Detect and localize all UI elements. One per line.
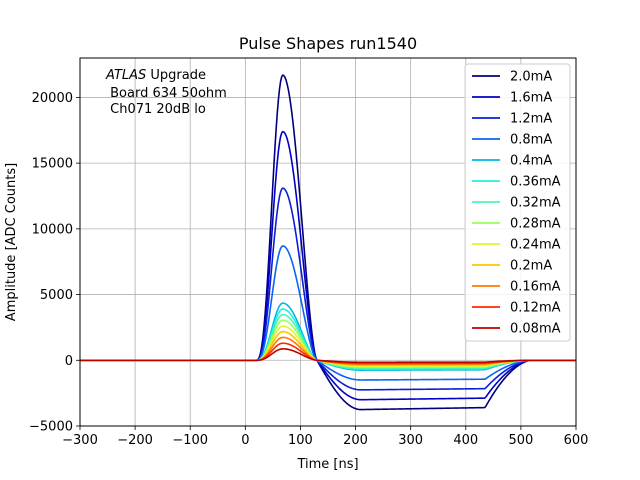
x-tick-label: 600 xyxy=(564,433,589,448)
y-tick-label: 15000 xyxy=(32,157,73,172)
x-axis-label: Time [ns] xyxy=(296,457,358,472)
x-tick-label: 100 xyxy=(288,433,313,448)
annotation-upgrade: Upgrade xyxy=(146,68,206,83)
legend-label: 0.12mA xyxy=(510,301,561,316)
y-tick-label: 20000 xyxy=(32,91,73,106)
y-tick-label: 5000 xyxy=(40,288,73,303)
series-line-0.08mA xyxy=(80,348,576,364)
y-axis-ticks: −5000 0 5000 10000 15000 20000 xyxy=(29,91,80,435)
legend-box xyxy=(464,63,571,342)
legend-label: 0.8mA xyxy=(510,133,552,148)
y-axis-label: Amplitude [ADC Counts] xyxy=(4,163,19,321)
x-tick-label: 200 xyxy=(343,433,368,448)
annotation-line-1: ATLAS Upgrade xyxy=(105,68,206,83)
annotation-line-2: Board 634 50ohm xyxy=(106,86,227,101)
annotation-line-3: Ch071 20dB lo xyxy=(106,102,206,117)
x-tick-label: 300 xyxy=(398,433,423,448)
y-tick-label: 0 xyxy=(65,354,73,369)
annotation-atlas: ATLAS xyxy=(105,68,146,83)
legend-label: 0.36mA xyxy=(510,175,561,190)
legend-label: 0.32mA xyxy=(510,196,561,211)
plot-frame xyxy=(79,57,577,427)
x-tick-label: −200 xyxy=(117,433,153,448)
x-tick-label: −300 xyxy=(62,433,98,448)
series-lines xyxy=(80,74,576,411)
legend-items: 2.0mA 1.6mA 1.2mA 0.8mA 0.4mA 0.36mA 0.32mA 0.2… xyxy=(472,70,561,337)
legend: 2.0mA 1.6mA 1.2mA 0.8mA 0.4mA 0.36mA 0.32mA 0.2… xyxy=(464,63,571,342)
x-tick-label: 500 xyxy=(508,433,533,448)
legend-label: 0.24mA xyxy=(510,238,561,253)
x-tick-label: 400 xyxy=(453,433,478,448)
y-tick-label: −5000 xyxy=(29,420,73,435)
legend-label: 0.4mA xyxy=(510,154,552,169)
legend-label: 2.0mA xyxy=(510,70,552,85)
x-axis-ticks: −300 −200 −100 0 100 200 300 400 500 600 xyxy=(62,426,588,448)
legend-label: 0.28mA xyxy=(510,217,561,232)
legend-label: 0.08mA xyxy=(510,322,561,337)
y-tick-label: 10000 xyxy=(32,222,73,237)
legend-label: 1.6mA xyxy=(510,91,552,106)
legend-label: 0.2mA xyxy=(510,259,552,274)
x-tick-label: −100 xyxy=(172,433,208,448)
legend-label: 1.2mA xyxy=(510,112,552,127)
atlas-annotation: ATLAS Upgrade Board 634 50ohm Ch071 20dB… xyxy=(105,68,227,117)
x-tick-label: 0 xyxy=(241,433,249,448)
chart-title: Pulse Shapes run1540 xyxy=(239,34,417,53)
legend-label: 0.16mA xyxy=(510,280,561,295)
